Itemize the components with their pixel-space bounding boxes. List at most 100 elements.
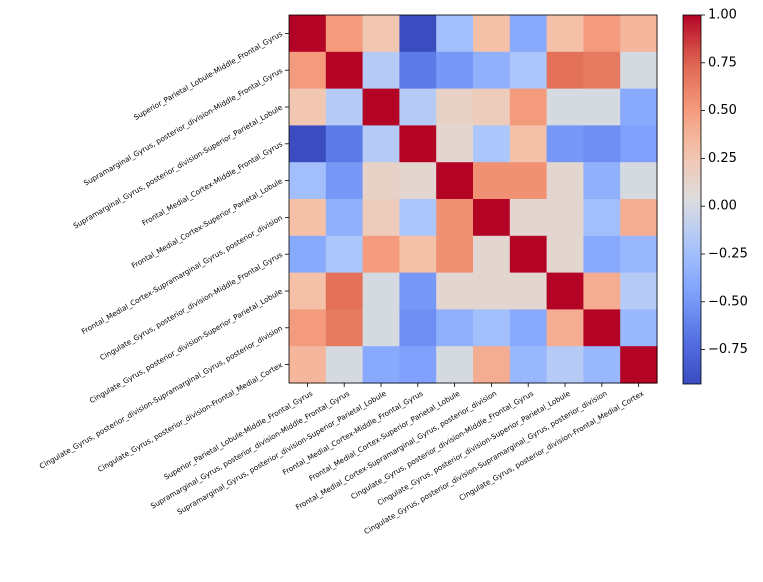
heatmap-cell-r6-c2	[362, 235, 400, 274]
heatmap-cell-r0-c2	[362, 15, 400, 53]
heatmap-cell-r4-c0	[289, 162, 327, 200]
heatmap-cell-r3-c8	[583, 125, 621, 163]
colorbar: 1.00 0.75 0.50 0.25 0.00 −0.25 −0.50 −0.75	[682, 8, 748, 385]
heatmap-cell-r6-c6	[509, 235, 548, 274]
heatmap-cell-r1-c0	[289, 51, 327, 90]
heatmap-cell-r8-c6	[509, 309, 548, 347]
heatmap-cell-r0-c3	[399, 15, 437, 53]
heatmap-cell-r2-c2	[362, 88, 400, 126]
heatmap-cell-r3-c5	[473, 125, 511, 163]
heatmap-cell-r9-c2	[362, 346, 400, 384]
heatmap-cell-r7-c6	[509, 272, 548, 310]
heatmap-cell-r0-c4	[436, 15, 474, 53]
heatmap-cell-r2-c8	[583, 88, 621, 126]
heatmap-cell-r9-c0	[289, 346, 327, 384]
heatmap-cell-r8-c8	[583, 309, 621, 347]
heatmap-cell-r1-c9	[620, 51, 658, 90]
heatmap-cell-r3-c9	[620, 125, 658, 163]
heatmap-cell-r1-c8	[583, 51, 621, 90]
heatmap-cell-r7-c3	[399, 272, 437, 310]
column-tick-labels: Superior_Parietal_Lobule-Middle_Frontal_…	[149, 383, 646, 536]
row-tick-labels: Superior_Parietal_Lobule-Middle_Frontal_…	[38, 29, 289, 474]
heatmap-cell-r3-c1	[325, 125, 364, 163]
heatmap-cell-r1-c3	[399, 51, 437, 90]
heatmap-cell-r3-c7	[546, 125, 584, 163]
colorbar-gradient	[682, 14, 702, 385]
heatmap-cell-r4-c5	[473, 162, 511, 200]
heatmap-cell-r4-c7	[546, 162, 584, 200]
heatmap-cell-r9-c1	[325, 346, 364, 384]
heatmap-cell-r1-c6	[509, 51, 548, 90]
heatmap-cell-r6-c1	[325, 235, 364, 274]
heatmap-cell-r3-c2	[362, 125, 400, 163]
heatmap-cell-r9-c5	[473, 346, 511, 384]
heatmap-cell-r0-c8	[583, 15, 621, 53]
heatmap-cell-r4-c6	[509, 162, 548, 200]
heatmap-cell-r3-c3	[399, 125, 437, 163]
heatmap-cell-r0-c6	[509, 15, 548, 53]
heatmap-cell-r2-c1	[325, 88, 364, 126]
heatmap-cell-r5-c9	[620, 199, 658, 237]
heatmap-cell-r7-c2	[362, 272, 400, 310]
heatmap-cell-r4-c3	[399, 162, 437, 200]
heatmap-cell-r4-c9	[620, 162, 658, 200]
heatmap-cell-r0-c5	[473, 15, 511, 53]
heatmap-cell-r7-c9	[620, 272, 658, 310]
heatmap-cell-r5-c4	[436, 199, 474, 237]
heatmap-cell-r6-c3	[399, 235, 437, 274]
heatmap-cell-r6-c5	[473, 235, 511, 274]
heatmap-cell-r7-c8	[583, 272, 621, 310]
heatmap-cell-r5-c1	[325, 199, 364, 237]
heatmap-cell-r6-c9	[620, 235, 658, 274]
heatmap-cell-r4-c2	[362, 162, 400, 200]
heatmap-cell-r2-c6	[509, 88, 548, 126]
heatmap-cell-r1-c7	[546, 51, 584, 90]
heatmap-cell-r8-c1	[325, 309, 364, 347]
heatmap-cell-r8-c3	[399, 309, 437, 347]
heatmap-cell-r2-c7	[546, 88, 584, 126]
heatmap-cell-r4-c4	[436, 162, 474, 200]
heatmap-cell-r2-c3	[399, 88, 437, 126]
heatmap-cell-r8-c5	[473, 309, 511, 347]
heatmap-cell-r2-c0	[289, 88, 327, 126]
colorbar-tick-label: 0.50	[708, 103, 737, 118]
colorbar-tick-label: 1.00	[708, 8, 737, 23]
heatmap-cell-r9-c6	[509, 346, 548, 384]
heatmap-cell-r9-c7	[546, 346, 584, 384]
heatmap-cell-r8-c9	[620, 309, 658, 347]
heatmap-cell-r8-c7	[546, 309, 584, 347]
heatmap-cell-r8-c2	[362, 309, 400, 347]
heatmap-cells	[289, 15, 658, 384]
heatmap-cell-r7-c7	[546, 272, 584, 310]
heatmap-cell-r7-c0	[289, 272, 327, 310]
heatmap-cell-r5-c8	[583, 199, 621, 237]
heatmap-cell-r6-c0	[289, 235, 327, 274]
heatmap-cell-r6-c7	[546, 235, 584, 274]
heatmap-cell-r5-c3	[399, 199, 437, 237]
heatmap-cell-r4-c8	[583, 162, 621, 200]
heatmap-cell-r6-c4	[436, 235, 474, 274]
heatmap-frame	[288, 14, 658, 384]
heatmap-cell-r0-c0	[289, 15, 327, 53]
heatmap-cell-r0-c1	[325, 15, 364, 53]
colorbar-tick-label: 0.25	[708, 151, 737, 166]
heatmap-cell-r5-c7	[546, 199, 584, 237]
heatmap-cell-r3-c6	[509, 125, 548, 163]
colorbar-tick-label: 0.75	[708, 55, 737, 70]
heatmap-cell-r7-c1	[325, 272, 364, 310]
heatmap-cell-r3-c4	[436, 125, 474, 163]
colorbar-tick-label: −0.25	[708, 246, 748, 261]
colorbar-tick-label: 0.00	[708, 199, 737, 214]
heatmap-cell-r9-c8	[583, 346, 621, 384]
heatmap-cell-r4-c1	[325, 162, 364, 200]
colorbar-tick-label: −0.50	[708, 294, 748, 309]
heatmap-cell-r2-c4	[436, 88, 474, 126]
heatmap-cell-r1-c1	[325, 51, 364, 90]
heatmap-cell-r5-c5	[473, 199, 511, 237]
heatmap-cell-r1-c5	[473, 51, 511, 90]
heatmap-cell-r3-c0	[289, 125, 327, 163]
heatmap-cell-r8-c4	[436, 309, 474, 347]
heatmap-cell-r5-c2	[362, 199, 400, 237]
heatmap-cell-r2-c5	[473, 88, 511, 126]
